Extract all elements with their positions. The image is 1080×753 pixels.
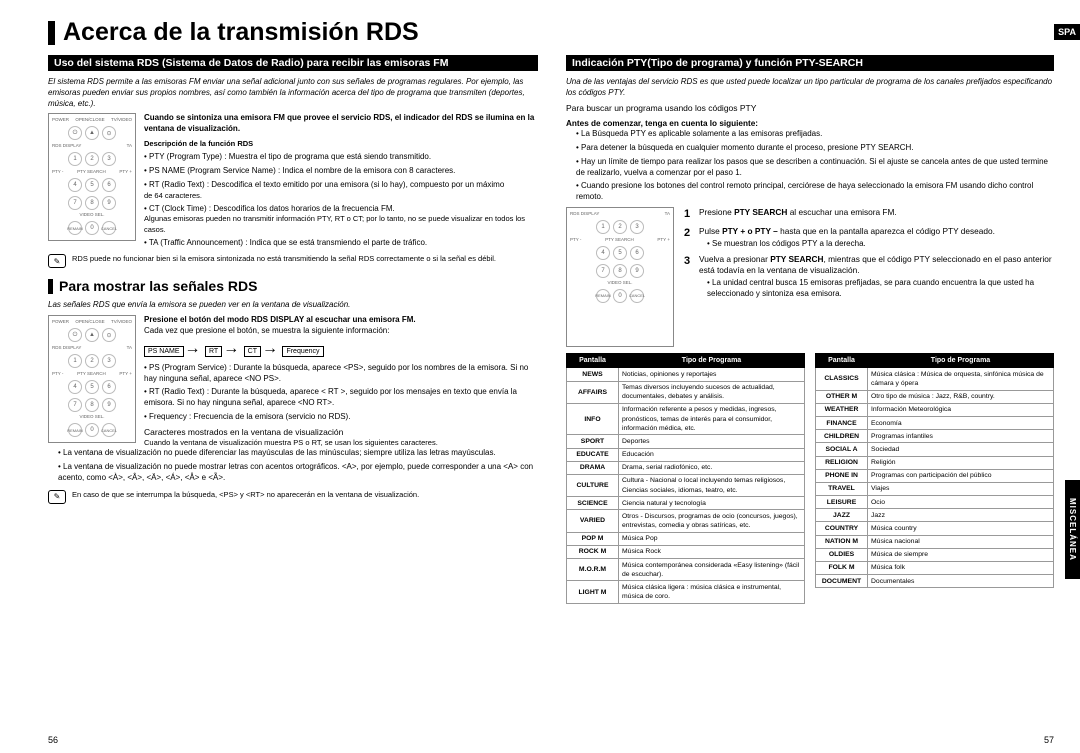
remote-diagram-2: POWEROPEN/CLOSETV/VIDEO ⏻▲⊙ RDS DISPLAYT… [48,315,136,443]
table-row: FOLK MMúsica folk [816,561,1054,574]
table-row: WEATHERInformación Meteorológica [816,403,1054,416]
table-row: SPORTDeportes [567,435,805,448]
steps-list: 1Presione PTY SEARCH al escuchar una emi… [684,207,1054,347]
chars-list: La ventana de visualización no puede dif… [48,448,538,483]
table-row: DOCUMENTDocumentales [816,575,1054,588]
page-title: Acerca de la transmisión RDS [48,18,1054,47]
mostrar-intro: Las señales RDS que envía la emisora se … [48,300,538,311]
note-icon: ✎ [48,254,66,268]
pty-tables: PantallaTipo de Programa NEWSNoticias, o… [566,353,1054,604]
page-number-left: 56 [48,735,58,745]
table-row: SCIENCECiencia natural y tecnología [567,497,805,510]
remote-diagram-3: RDS DISPLAYTA 123 PTY -PTY SEARCHPTY + 4… [566,207,674,347]
table-row: INFOInformación referente a pesos y medi… [567,403,805,435]
heading-pty: Indicación PTY(Tipo de programa) y funci… [566,55,1054,71]
table-row: OLDIESMúsica de siempre [816,548,1054,561]
table-row: CULTURECultura - Nacional o local incluy… [567,474,805,496]
table-row: OTHER MOtro tipo de música : Jazz, R&B, … [816,390,1054,403]
table-row: TRAVELViajes [816,482,1054,495]
table-row: FINANCEEconomía [816,417,1054,430]
note-rds: ✎ RDS puede no funcionar bien si la emis… [48,254,538,268]
pty-table-2: PantallaTipo de Programa CLASSICSMúsica … [815,353,1054,588]
before-list: La Búsqueda PTY es aplicable solamente a… [566,129,1054,203]
table-row: AFFAIRSTemas diversos incluyendo sucesos… [567,381,805,403]
language-tab: SPA [1054,24,1080,40]
table-row: NEWSNoticias, opiniones y reportajes [567,368,805,381]
table-row: VARIEDOtros - Discursos, programas de oc… [567,510,805,532]
table-row: CHILDRENProgramas infantiles [816,430,1054,443]
page-number-right: 57 [1044,735,1054,745]
table-row: PHONE INProgramas con participación del … [816,469,1054,482]
before-heading: Antes de comenzar, tenga en cuenta lo si… [566,118,1054,129]
pty-intro: Una de las ventajas del servicio RDS es … [566,77,1054,99]
table-row: COUNTRYMúsica country [816,522,1054,535]
remote-diagram: POWEROPEN/CLOSETV/VIDEO ⏻▲⊙ RDS DISPLAYT… [48,113,136,241]
table-row: EDUCATEEducación [567,448,805,461]
table-row: JAZZJazz [816,509,1054,522]
table-row: ROCK MMúsica Rock [567,545,805,558]
table-row: RELIGIONReligión [816,456,1054,469]
section-tab: MISCELÁNEA [1065,480,1080,579]
heading-mostrar: Para mostrar las señales RDS [48,278,538,294]
table-row: LEISUREOcio [816,496,1054,509]
table-row: LIGHT MMúsica clásica ligera : música cl… [567,581,805,603]
table-row: NATION MMúsica nacional [816,535,1054,548]
table-row: DRAMADrama, serial radiofónico, etc. [567,461,805,474]
intro-text: El sistema RDS permite a las emisoras FM… [48,77,538,109]
table-row: M.O.R.MMúsica contemporánea considerada … [567,559,805,581]
note-search: ✎ En caso de que se interrumpa la búsque… [48,490,538,504]
heading-uso: Uso del sistema RDS (Sistema de Datos de… [48,55,538,71]
note-icon: ✎ [48,490,66,504]
table-row: CLASSICSMúsica clásica : Música de orque… [816,368,1054,390]
table-row: POP MMúsica Pop [567,532,805,545]
search-heading: Para buscar un programa usando los códig… [566,103,1054,114]
table-row: SOCIAL ASociedad [816,443,1054,456]
pty-table-1: PantallaTipo de Programa NEWSNoticias, o… [566,353,805,604]
